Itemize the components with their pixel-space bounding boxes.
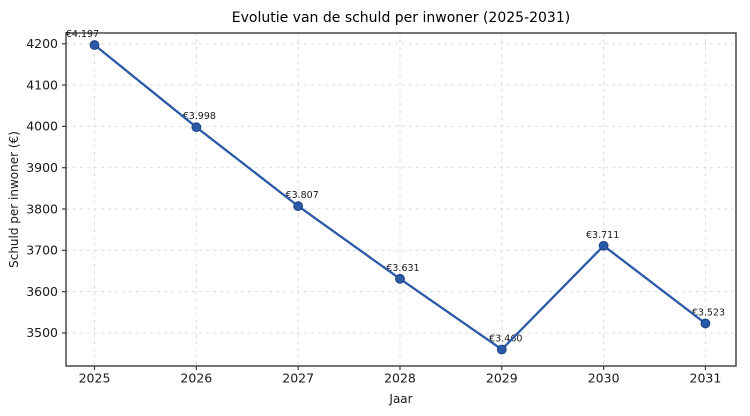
x-axis-label: Jaar — [388, 392, 412, 406]
data-point-marker — [191, 122, 202, 133]
data-point-marker — [598, 240, 609, 251]
y-tick-label: 3900 — [26, 160, 58, 175]
y-tick-label: 4100 — [26, 77, 58, 92]
data-point-label: €3.631 — [386, 263, 419, 274]
data-point-label: €3.998 — [183, 111, 216, 122]
data-point-marker — [496, 344, 507, 355]
x-tick-label: 2028 — [384, 371, 416, 386]
data-point-marker — [293, 201, 304, 212]
y-tick-label: 4000 — [26, 119, 58, 134]
data-point-label: €3.807 — [286, 190, 319, 201]
data-point-label: €3.460 — [489, 333, 522, 344]
y-axis-label: Schuld per inwoner (€) — [7, 131, 21, 268]
y-tick-label: 3800 — [26, 201, 58, 216]
x-tick-label: 2030 — [588, 371, 620, 386]
x-tick-label: 2029 — [486, 371, 518, 386]
y-tick-label: 3600 — [26, 284, 58, 299]
data-point-label: €3.711 — [586, 230, 619, 241]
y-tick-label: 3500 — [26, 325, 58, 340]
x-tick-label: 2027 — [282, 371, 314, 386]
x-tick-label: 2025 — [79, 371, 111, 386]
plot-area-frame — [65, 32, 737, 367]
data-point-marker — [89, 40, 100, 50]
data-point-marker — [395, 273, 405, 284]
y-tick-label: 3700 — [26, 243, 58, 258]
x-tick-label: 2031 — [690, 371, 722, 386]
chart-title: Evolutie van de schuld per inwoner (2025… — [232, 10, 570, 26]
data-point-marker — [700, 318, 711, 329]
data-point-label: €4.197 — [66, 29, 99, 40]
y-tick-label: 4200 — [26, 36, 58, 51]
data-point-label: €3.523 — [692, 307, 725, 318]
x-tick-label: 2026 — [180, 371, 212, 386]
